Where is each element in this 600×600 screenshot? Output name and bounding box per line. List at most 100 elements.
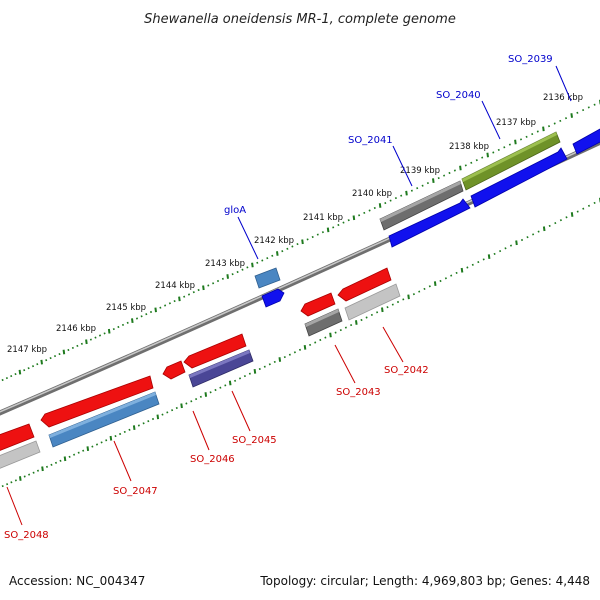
- outer-minor-tick: [475, 159, 478, 162]
- inner-major-tick: [407, 294, 410, 300]
- outer-minor-tick: [80, 342, 83, 345]
- feature-SO_2046[interactable]: [162, 360, 186, 380]
- outer-minor-tick: [464, 164, 467, 167]
- outer-minor-tick: [145, 313, 148, 316]
- gene-block-gloA: [254, 267, 281, 289]
- gene-label-SO_2043[interactable]: SO_2043: [336, 387, 381, 398]
- gene-arrow-SO_2041-cds[interactable]: [388, 198, 471, 248]
- outer-minor-tick: [135, 317, 139, 320]
- outer-minor-tick: [231, 273, 234, 276]
- gene-arrow-SO_2045-cds[interactable]: [183, 333, 247, 369]
- outer-major-tick: [178, 296, 181, 302]
- outer-major-tick: [542, 126, 545, 132]
- outer-major-tick: [62, 349, 66, 355]
- scale-label-2139: 2139 kbp: [400, 166, 440, 176]
- inner-major-tick: [132, 425, 136, 431]
- gene-arrow-SO_2039-cds[interactable]: [572, 128, 600, 155]
- inner-minor-tick: [396, 300, 400, 304]
- gene-label-SO_2045[interactable]: SO_2045: [232, 435, 277, 446]
- outer-minor-tick: [126, 321, 129, 324]
- outer-minor-tick: [53, 355, 57, 358]
- inner-minor-tick: [1, 485, 4, 488]
- outer-minor-tick: [316, 233, 319, 236]
- gene-label-SO_2042[interactable]: SO_2042: [384, 365, 429, 376]
- outer-minor-tick: [5, 377, 8, 380]
- feature-SO_2045[interactable]: [183, 333, 254, 388]
- inner-minor-tick: [370, 313, 373, 316]
- inner-minor-tick: [298, 348, 302, 351]
- inner-minor-tick: [68, 455, 71, 458]
- gene-arrow-SO_2040-cds[interactable]: [470, 147, 568, 208]
- inner-minor-tick: [554, 222, 557, 225]
- feature-SO_2042[interactable]: [337, 267, 401, 321]
- gene-arrow-gloA-cds[interactable]: [261, 288, 285, 308]
- outer-minor-tick: [481, 156, 484, 159]
- gene-label-SO_2039[interactable]: SO_2039: [508, 54, 553, 65]
- inner-minor-tick: [73, 453, 76, 456]
- outer-minor-tick: [241, 268, 244, 271]
- outer-major-tick: [107, 328, 111, 334]
- gene-label-SO_2040[interactable]: SO_2040: [436, 90, 481, 101]
- outer-minor-tick: [426, 182, 429, 185]
- gene-arrow-SO_2042-cds[interactable]: [337, 267, 392, 302]
- scale-label-2140: 2140 kbp: [352, 189, 392, 199]
- inner-major-tick: [381, 307, 384, 313]
- outer-major-tick: [154, 307, 157, 313]
- feature-SO_2041[interactable]: [379, 180, 464, 231]
- inner-major-tick: [329, 332, 332, 338]
- inner-minor-tick: [576, 210, 579, 213]
- outer-minor-tick: [503, 146, 506, 149]
- gene-label-SO_2048[interactable]: SO_2048: [4, 530, 49, 541]
- gene-arrow-SO_2047-cds[interactable]: [40, 375, 154, 428]
- gene-label-gloA[interactable]: gloA: [224, 205, 246, 216]
- outer-minor-tick: [321, 231, 324, 234]
- outer-minor-tick: [553, 122, 556, 125]
- feature-gloA[interactable]: [254, 267, 281, 289]
- outer-minor-tick: [453, 169, 456, 172]
- gene-arrow-SO_2043-cds[interactable]: [300, 292, 336, 317]
- outer-minor-tick: [164, 304, 167, 307]
- inner-minor-tick: [45, 465, 49, 468]
- feature-SO_2048[interactable]: [0, 423, 41, 470]
- outer-minor-tick: [394, 197, 397, 200]
- feature-SO_2047[interactable]: [40, 375, 160, 448]
- inner-minor-tick: [418, 290, 421, 293]
- inner-minor-tick: [455, 271, 458, 274]
- outer-minor-tick: [256, 261, 259, 264]
- inner-major-tick: [228, 380, 232, 386]
- inner-minor-tick: [32, 471, 35, 474]
- gene-label-SO_2047[interactable]: SO_2047: [113, 486, 158, 497]
- inner-minor-tick: [450, 274, 453, 277]
- inner-minor-tick: [293, 351, 296, 354]
- outer-minor-tick: [582, 109, 585, 112]
- outer-minor-tick: [519, 138, 523, 141]
- outer-major-tick: [432, 178, 435, 184]
- inner-major-tick: [460, 267, 464, 273]
- inner-minor-tick: [423, 287, 426, 290]
- inner-minor-tick: [161, 413, 164, 416]
- feature-SO_2039[interactable]: [572, 128, 600, 155]
- inner-minor-tick: [142, 422, 145, 425]
- outer-minor-tick: [306, 238, 309, 241]
- outer-minor-tick: [236, 270, 239, 274]
- inner-major-tick: [433, 281, 437, 287]
- inner-minor-tick: [471, 263, 474, 266]
- gene-arrow-SO_2046-cds[interactable]: [162, 360, 186, 380]
- inner-minor-tick: [199, 395, 202, 398]
- outer-minor-tick: [416, 187, 419, 190]
- inner-minor-tick: [219, 386, 222, 389]
- outer-minor-tick: [525, 135, 528, 138]
- inner-major-tick: [542, 226, 546, 232]
- gene-arrow-SO_2048-cds[interactable]: [0, 423, 35, 452]
- outer-minor-tick: [492, 151, 495, 154]
- gene-label-SO_2041[interactable]: SO_2041: [348, 135, 393, 146]
- leader-SO_2042: [382, 326, 404, 363]
- outer-major-tick: [226, 274, 229, 279]
- inner-minor-tick: [360, 318, 363, 322]
- gene-block-SO_2040-highlight: [462, 132, 557, 182]
- feature-SO_2043[interactable]: [300, 292, 343, 337]
- feature-SO_2040[interactable]: [461, 131, 561, 191]
- inner-major-tick: [63, 456, 67, 462]
- outer-minor-tick: [76, 344, 79, 347]
- gene-label-SO_2046[interactable]: SO_2046: [190, 454, 235, 465]
